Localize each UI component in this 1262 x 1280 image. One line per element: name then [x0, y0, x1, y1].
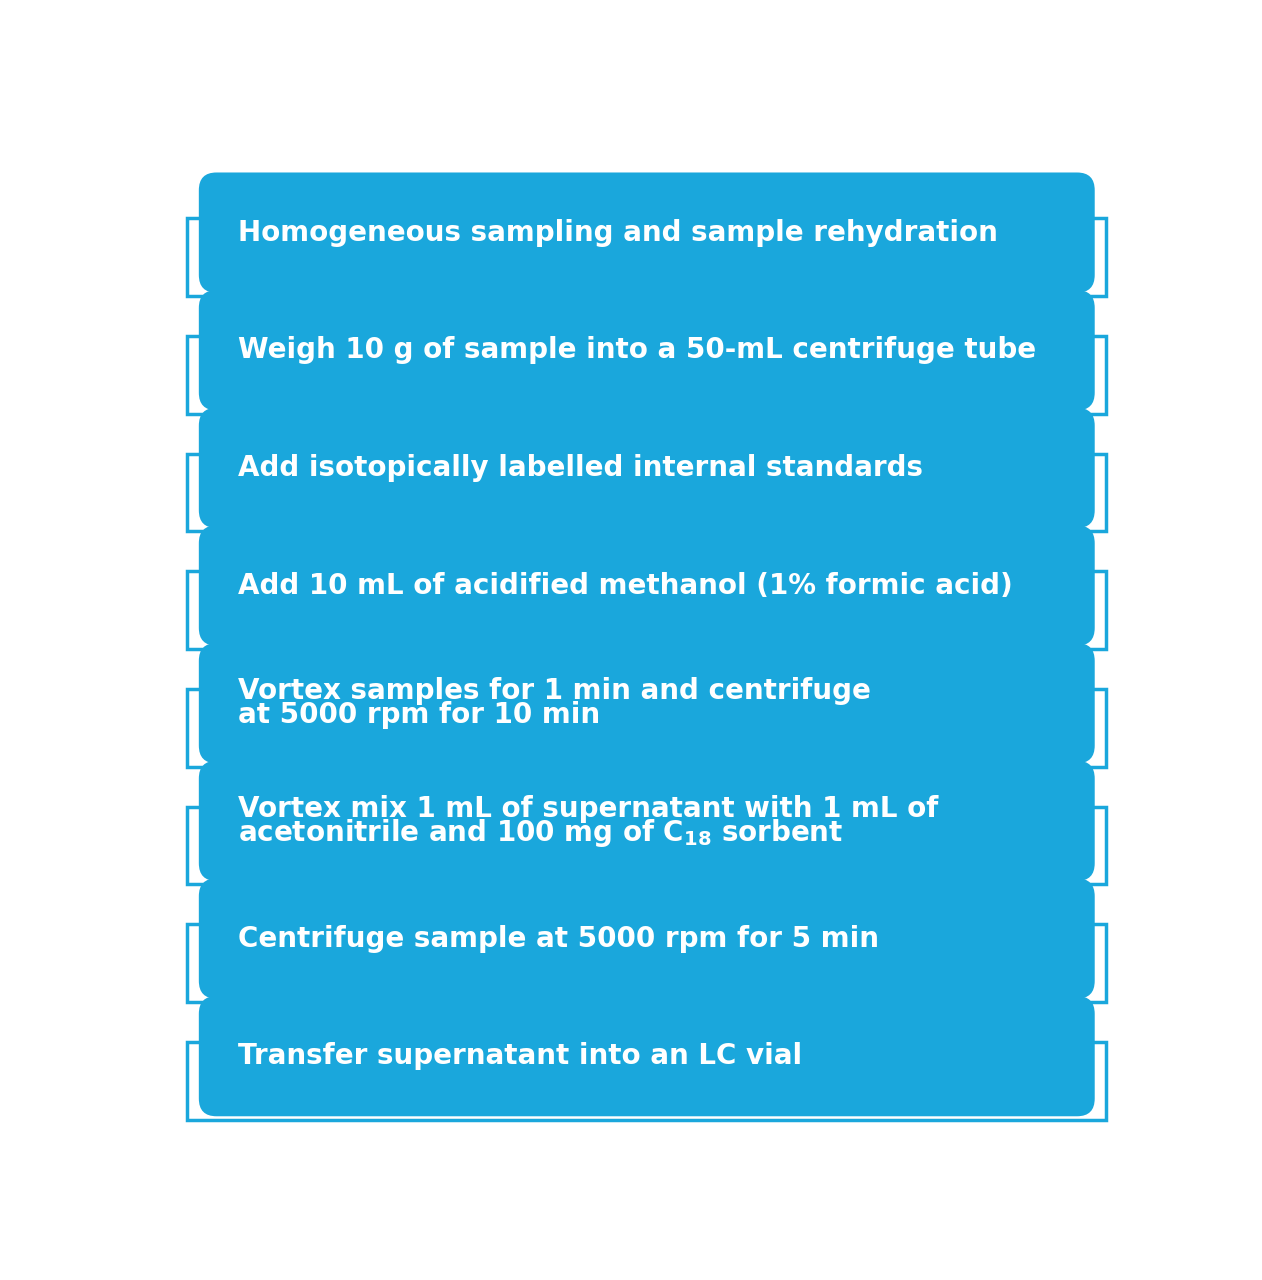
Text: Add isotopically labelled internal standards: Add isotopically labelled internal stand…: [239, 454, 923, 481]
FancyBboxPatch shape: [199, 643, 1094, 763]
FancyBboxPatch shape: [187, 571, 1107, 649]
Text: Vortex mix 1 mL of supernatant with 1 mL of: Vortex mix 1 mL of supernatant with 1 mL…: [239, 795, 939, 823]
FancyBboxPatch shape: [199, 526, 1094, 645]
FancyBboxPatch shape: [199, 173, 1094, 293]
FancyBboxPatch shape: [199, 878, 1094, 998]
Text: at 5000 rpm for 10 min: at 5000 rpm for 10 min: [239, 701, 599, 730]
Text: Add 10 mL of acidified methanol (1% formic acid): Add 10 mL of acidified methanol (1% form…: [239, 572, 1012, 599]
FancyBboxPatch shape: [199, 408, 1094, 527]
FancyBboxPatch shape: [187, 924, 1107, 1002]
FancyBboxPatch shape: [187, 689, 1107, 767]
Text: Transfer supernatant into an LC vial: Transfer supernatant into an LC vial: [239, 1042, 803, 1070]
Text: acetonitrile and 100 mg of $\mathbf{C_{18}}$ sorbent: acetonitrile and 100 mg of $\mathbf{C_{1…: [239, 817, 843, 849]
Text: Centrifuge sample at 5000 rpm for 5 min: Centrifuge sample at 5000 rpm for 5 min: [239, 924, 878, 952]
FancyBboxPatch shape: [199, 760, 1094, 881]
FancyBboxPatch shape: [187, 337, 1107, 413]
FancyBboxPatch shape: [187, 454, 1107, 531]
Text: Vortex samples for 1 min and centrifuge: Vortex samples for 1 min and centrifuge: [239, 677, 871, 705]
Text: Weigh 10 g of sample into a 50-mL centrifuge tube: Weigh 10 g of sample into a 50-mL centri…: [239, 337, 1036, 365]
FancyBboxPatch shape: [187, 806, 1107, 884]
FancyBboxPatch shape: [187, 219, 1107, 296]
FancyBboxPatch shape: [199, 291, 1094, 411]
Text: Homogeneous sampling and sample rehydration: Homogeneous sampling and sample rehydrat…: [239, 219, 998, 247]
FancyBboxPatch shape: [187, 1042, 1107, 1120]
FancyBboxPatch shape: [199, 996, 1094, 1116]
